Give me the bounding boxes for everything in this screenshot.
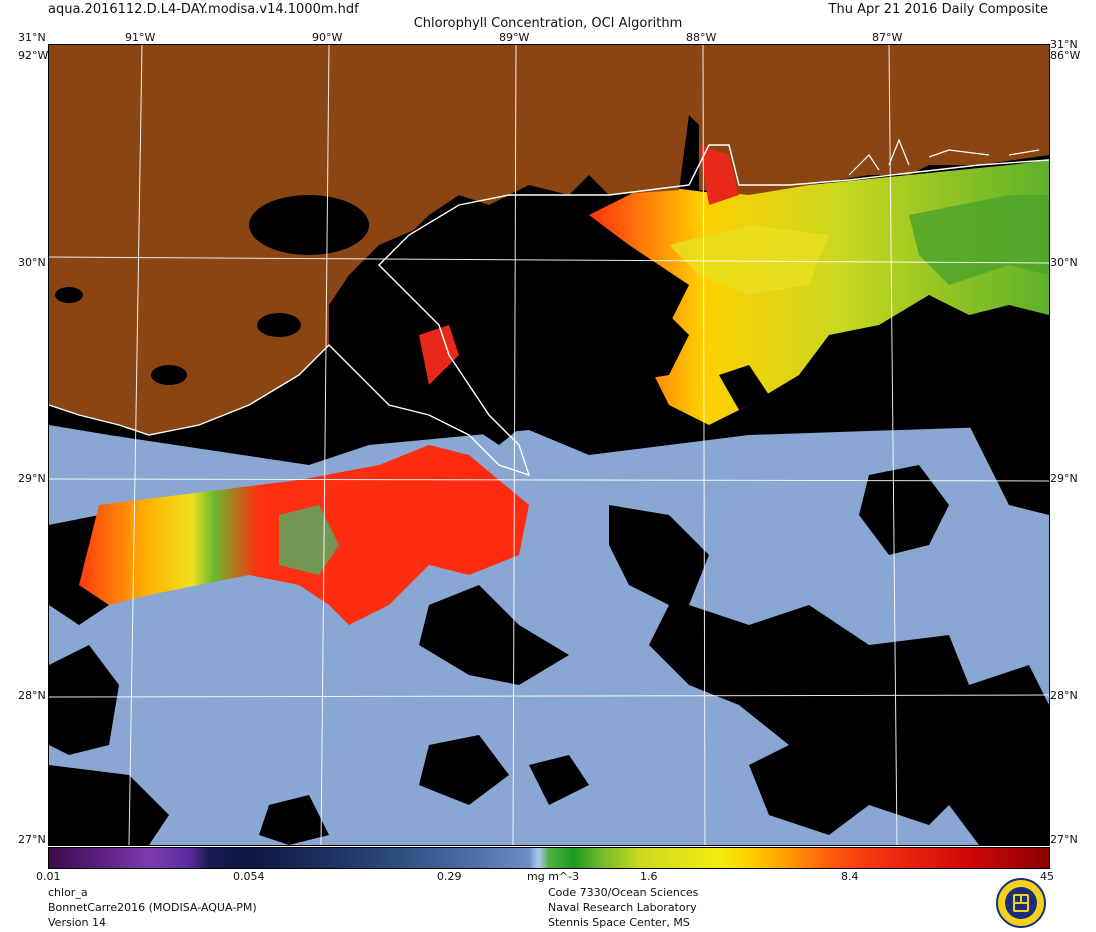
colorbar-tick-0: 0.01 <box>36 870 61 883</box>
cloud-mask <box>529 755 589 805</box>
map-title: Chlorophyll Concentration, OCI Algorithm <box>413 16 683 31</box>
cloud-mask <box>49 645 119 755</box>
dataset-name: BonnetCarre2016 (MODISA-AQUA-PM) <box>48 901 257 914</box>
barrier-islands <box>848 138 1040 176</box>
org-line-1: Code 7330/Ocean Sciences <box>548 886 699 899</box>
chlorophyll-map[interactable] <box>48 44 1050 846</box>
map-canvas <box>49 45 1049 845</box>
land-area <box>49 45 1049 435</box>
cloud-mask <box>969 405 1049 515</box>
coastline <box>49 144 1049 477</box>
lon-label-91w: 91°W <box>125 31 156 44</box>
colorbar-tick-1: 0.054 <box>233 870 265 883</box>
lat-label-28n-right: 28°N <box>1050 689 1078 702</box>
composite-date: Thu Apr 21 2016 Daily Composite <box>828 2 1048 17</box>
cloud-mask <box>719 365 769 410</box>
left-lon-label: 92°W <box>18 49 49 62</box>
org-line-2: Naval Research Laboratory <box>548 901 697 914</box>
cloud-mask <box>609 505 1049 845</box>
lat-label-30n-right: 30°N <box>1050 256 1078 269</box>
delta-shadow <box>379 205 689 445</box>
lat-label-29n-right: 29°N <box>1050 472 1078 485</box>
corner-lat-top-right: 31°N <box>1050 38 1078 51</box>
product-name: chlor_a <box>48 886 88 899</box>
lon-label-87w: 87°W <box>872 31 903 44</box>
cloud-mask <box>859 465 949 555</box>
coastal-plume-east-yellow <box>669 225 829 295</box>
nrl-logo <box>996 878 1046 928</box>
lon-label-88w: 88°W <box>686 31 717 44</box>
colorbar-tick-3: 1.6 <box>640 870 658 883</box>
colorbar-tick-2: 0.29 <box>437 870 462 883</box>
cloud-mask <box>419 735 509 805</box>
org-line-3: Stennis Space Center, MS <box>548 916 690 929</box>
version-label: Version 14 <box>48 916 106 929</box>
lake-small <box>257 313 301 337</box>
graticule <box>49 45 1049 845</box>
lat-label-27n-left: 27°N <box>18 833 46 846</box>
colorbar <box>48 847 1050 869</box>
lat-label-28n-left: 28°N <box>18 689 46 702</box>
colorbar-tick-4: 8.4 <box>841 870 859 883</box>
colorbar-tick-5: 45 <box>1040 870 1054 883</box>
lake-small <box>55 287 83 303</box>
delta-plume-red <box>699 145 739 205</box>
lake-pontchartrain <box>249 195 369 255</box>
colorbar-units: mg m^-3 <box>527 870 580 883</box>
corner-lat-top-left: 31°N <box>18 31 46 44</box>
cloud-mask <box>419 585 569 685</box>
file-name: aqua.2016112.D.L4-DAY.modisa.v14.1000m.h… <box>48 2 359 17</box>
lat-label-29n-left: 29°N <box>18 472 46 485</box>
lat-label-27n-right: 27°N <box>1050 833 1078 846</box>
right-lon-label: 86°W <box>1050 49 1081 62</box>
cloud-mask <box>49 765 169 845</box>
delta-plume-red <box>419 325 459 385</box>
lat-label-30n-left: 30°N <box>18 256 46 269</box>
lon-label-90w: 90°W <box>312 31 343 44</box>
lon-label-89w: 89°W <box>499 31 530 44</box>
cloud-mask <box>259 795 329 845</box>
lake-small <box>151 365 187 385</box>
